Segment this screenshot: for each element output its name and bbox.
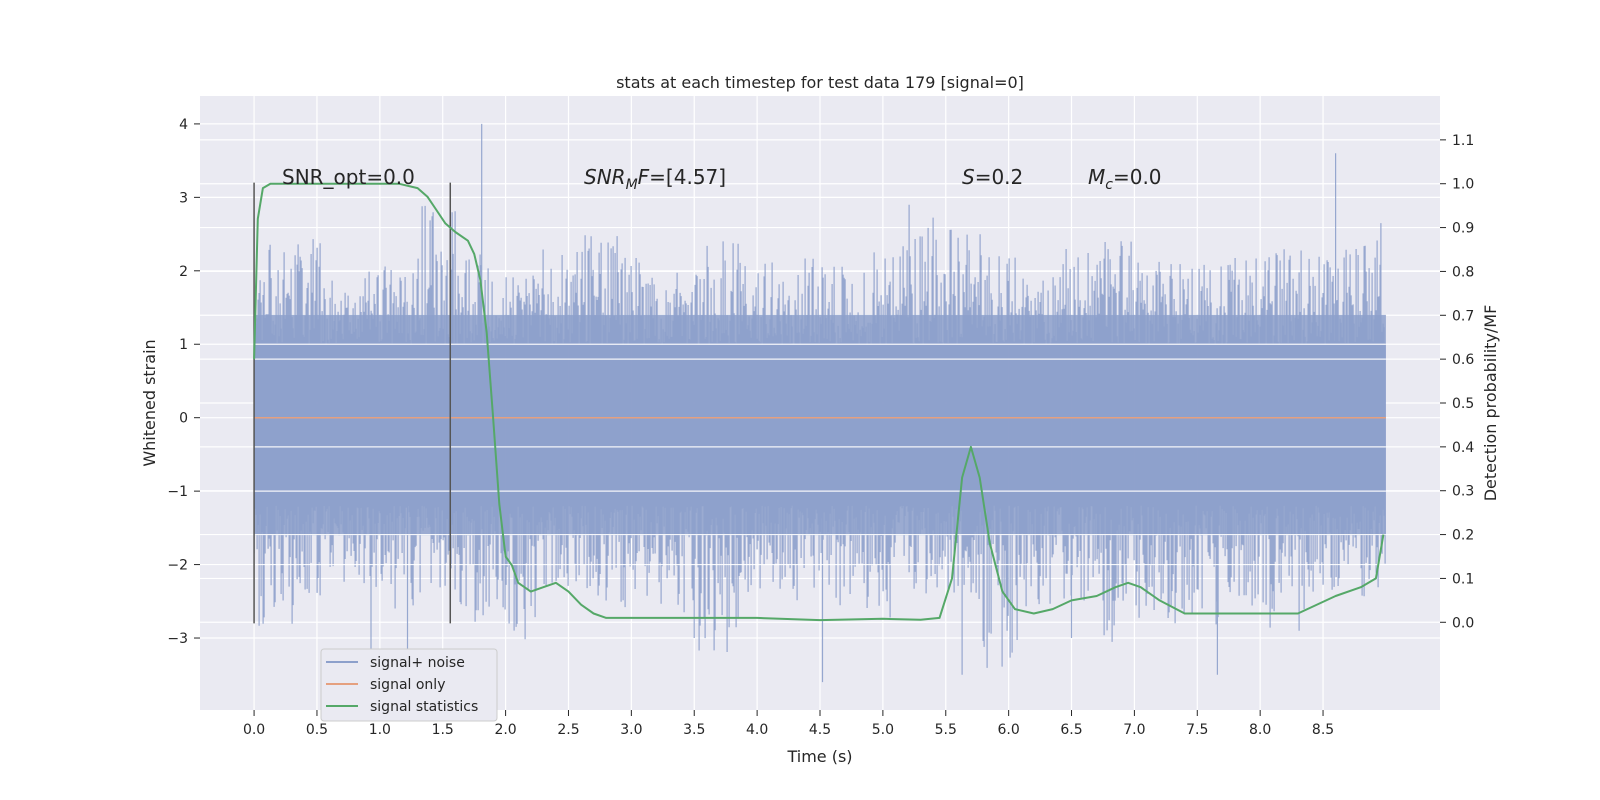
legend: signal+ noise signal only signal statist… [320, 648, 498, 722]
x-tick-label: 6.0 [998, 722, 1020, 738]
vertical-markers [253, 182, 452, 624]
x-tick-label: 5.0 [872, 722, 894, 738]
x-tick-label: 2.5 [557, 722, 579, 738]
y-axis-label: Whitened strain [140, 339, 159, 466]
y2-tick-label: 0.3 [1452, 484, 1474, 500]
x-tick-label: 0.5 [306, 722, 328, 738]
y-axis-ticks: −3 −2 −1 0 1 2 3 4 [167, 117, 200, 647]
x-tick-label: 7.0 [1123, 722, 1145, 738]
y2-tick-label: 0.0 [1452, 615, 1474, 631]
y-tick-label: 3 [179, 190, 188, 206]
chart-title: stats at each timestep for test data 179… [616, 73, 1024, 92]
x-tick-label: 8.0 [1249, 722, 1271, 738]
y-tick-label: −1 [167, 484, 188, 500]
y-tick-label: 0 [179, 411, 188, 427]
x-tick-label: 2.0 [494, 722, 516, 738]
y2-tick-label: 0.5 [1452, 396, 1474, 412]
x-axis-label: Time (s) [786, 747, 852, 766]
x-tick-label: 4.0 [746, 722, 768, 738]
x-tick-label: 5.5 [935, 722, 957, 738]
y-tick-label: 2 [179, 264, 188, 280]
y-tick-label: 4 [179, 117, 188, 133]
x-tick-label: 8.5 [1312, 722, 1334, 738]
series-signal-statistics [253, 182, 1385, 622]
y2-axis-label: Detection probability/MF [1481, 305, 1500, 502]
legend-label-signal-statistics: signal statistics [370, 699, 478, 715]
y2-tick-label: 0.2 [1452, 528, 1474, 544]
y-tick-label: −2 [167, 558, 188, 574]
y-tick-label: −3 [167, 631, 188, 647]
x-tick-label: 1.5 [432, 722, 454, 738]
y2-tick-label: 0.8 [1452, 264, 1474, 280]
annotation-snr-mf: SNRMF=[4.57] [584, 165, 726, 193]
y-tick-label: 1 [179, 337, 188, 353]
y2-tick-label: 0.7 [1452, 308, 1474, 324]
legend-label-signal-noise: signal+ noise [370, 655, 465, 671]
annotation-mc: Mc=0.0 [1088, 165, 1162, 193]
x-tick-label: 6.5 [1060, 722, 1082, 738]
annotation-s: S=0.2 [962, 165, 1023, 189]
annotation-snr-opt: SNR_opt=0.0 [282, 165, 415, 189]
x-axis-ticks: 0.0 0.5 1.0 1.5 2.0 2.5 3.0 3.5 4.0 4.5 5.0 5.5 6.0 6… [243, 710, 1334, 738]
legend-label-signal-only: signal only [370, 677, 445, 693]
legend-box [320, 648, 498, 722]
x-tick-label: 7.5 [1186, 722, 1208, 738]
x-tick-label: 3.0 [620, 722, 642, 738]
y2-axis-ticks: 0.0 0.1 0.2 0.3 0.4 0.5 0.6 0.7 0.8 0.9 1.0 1.1 [1440, 133, 1474, 631]
y2-tick-label: 1.0 [1452, 177, 1474, 193]
series-signal-noise [253, 123, 1386, 683]
y2-tick-label: 0.6 [1452, 352, 1474, 368]
y2-tick-label: 1.1 [1452, 133, 1474, 149]
x-tick-label: 0.0 [243, 722, 265, 738]
x-tick-label: 4.5 [809, 722, 831, 738]
x-tick-label: 1.0 [369, 722, 391, 738]
y2-tick-label: 0.4 [1452, 440, 1474, 456]
signal-statistics-line [253, 182, 1385, 622]
y2-tick-label: 0.1 [1452, 571, 1474, 587]
y2-tick-label: 0.9 [1452, 221, 1474, 237]
x-tick-label: 3.5 [683, 722, 705, 738]
